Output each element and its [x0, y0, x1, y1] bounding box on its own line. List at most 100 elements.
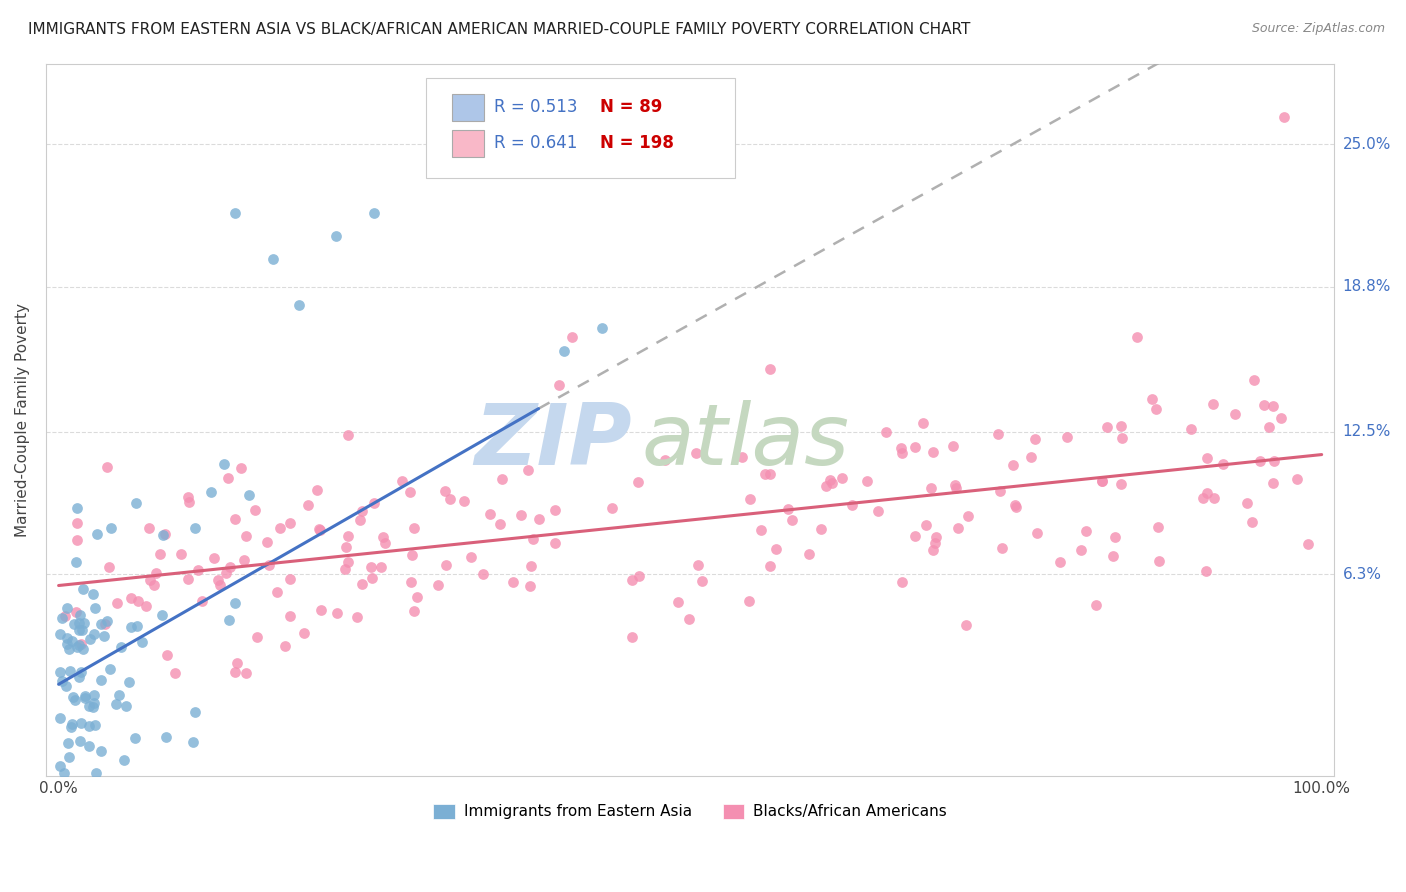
Point	[955, 618, 977, 632]
Point	[124, 496, 146, 510]
Point	[90, 673, 112, 687]
Point	[170, 547, 193, 561]
FancyBboxPatch shape	[426, 78, 735, 178]
Point	[765, 542, 787, 557]
Point	[93, 629, 115, 643]
Point	[1146, 519, 1168, 533]
Point	[96, 614, 118, 628]
Point	[942, 439, 965, 453]
Point	[82, 587, 104, 601]
Point	[139, 573, 162, 587]
Point	[72, 582, 94, 596]
Text: atlas: atlas	[641, 400, 849, 483]
Point	[212, 457, 235, 471]
Point	[84, 600, 107, 615]
Point	[1192, 491, 1215, 505]
Point	[224, 206, 246, 220]
Point	[229, 461, 252, 475]
Point	[399, 484, 422, 499]
Point	[891, 575, 914, 590]
Point	[352, 504, 374, 518]
Point	[309, 602, 332, 616]
Point	[69, 797, 91, 811]
Point	[72, 624, 94, 638]
Point	[177, 490, 200, 504]
Point	[1109, 477, 1132, 491]
Point	[224, 596, 246, 610]
Point	[79, 803, 101, 817]
Point	[685, 446, 707, 460]
Point	[799, 548, 821, 562]
Point	[1194, 564, 1216, 578]
Point	[63, 617, 86, 632]
Point	[1180, 422, 1202, 436]
Point	[337, 555, 360, 569]
Point	[232, 553, 254, 567]
Point	[58, 642, 80, 657]
Point	[520, 558, 543, 573]
Point	[94, 617, 117, 632]
Point	[1104, 530, 1126, 544]
Point	[49, 759, 72, 773]
Point	[67, 616, 90, 631]
Point	[361, 571, 384, 585]
Point	[200, 485, 222, 500]
Legend: Immigrants from Eastern Asia, Blacks/African Americans: Immigrants from Eastern Asia, Blacks/Afr…	[427, 797, 953, 825]
Point	[204, 550, 226, 565]
Point	[1285, 472, 1308, 486]
Point	[235, 529, 257, 543]
Point	[821, 475, 844, 490]
Point	[866, 504, 889, 518]
Point	[238, 487, 260, 501]
Point	[946, 521, 969, 535]
Point	[84, 718, 107, 732]
Point	[269, 521, 291, 535]
Point	[371, 529, 394, 543]
Point	[224, 665, 246, 680]
Point	[548, 377, 571, 392]
Point	[305, 483, 328, 497]
Point	[273, 639, 295, 653]
Point	[1243, 373, 1265, 387]
Point	[1253, 398, 1275, 412]
Point	[1024, 432, 1046, 446]
Point	[83, 626, 105, 640]
Point	[922, 445, 945, 459]
Point	[70, 637, 93, 651]
Point	[66, 640, 89, 654]
Point	[110, 640, 132, 654]
Point	[165, 665, 187, 680]
Point	[60, 633, 83, 648]
Point	[156, 648, 179, 663]
Point	[987, 427, 1010, 442]
Point	[72, 642, 94, 657]
Point	[217, 471, 239, 485]
Point	[246, 630, 269, 644]
Point	[118, 674, 141, 689]
Point	[439, 492, 461, 507]
Point	[278, 516, 301, 530]
Point	[65, 693, 87, 707]
Point	[297, 498, 319, 512]
Point	[59, 665, 82, 679]
Y-axis label: Married-Couple Family Poverty: Married-Couple Family Poverty	[15, 303, 30, 537]
Point	[65, 555, 87, 569]
Point	[831, 471, 853, 485]
Point	[1272, 110, 1295, 124]
Point	[479, 507, 502, 521]
Point	[1084, 598, 1107, 612]
Point	[262, 252, 284, 267]
Point	[502, 575, 524, 590]
Point	[224, 512, 246, 526]
Point	[155, 730, 177, 744]
Point	[776, 501, 799, 516]
Point	[491, 472, 513, 486]
Point	[471, 566, 494, 581]
Point	[120, 591, 142, 606]
Point	[1263, 399, 1285, 413]
Point	[1140, 392, 1163, 406]
Point	[138, 521, 160, 535]
Point	[51, 611, 73, 625]
Point	[453, 493, 475, 508]
Point	[434, 558, 457, 573]
